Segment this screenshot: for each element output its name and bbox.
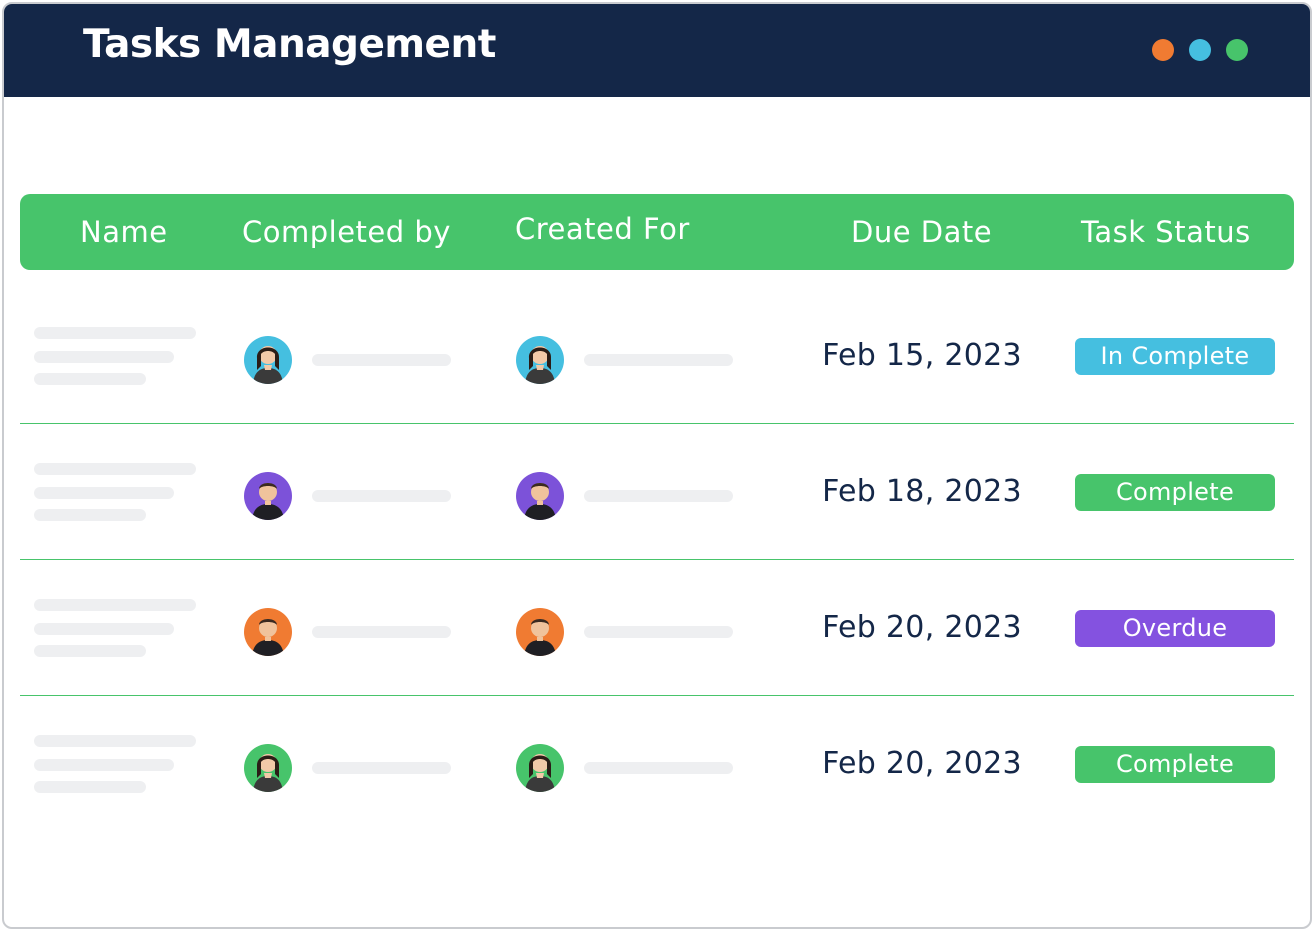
created-for-avatar[interactable] xyxy=(516,472,564,520)
woman-avatar-icon xyxy=(253,346,283,384)
row-divider xyxy=(20,423,1294,424)
created-for-name-placeholder xyxy=(584,490,733,502)
status-badge[interactable]: In Complete xyxy=(1075,338,1275,375)
name-placeholder-line xyxy=(34,781,146,793)
row-divider xyxy=(20,559,1294,560)
title-bar: Tasks Management xyxy=(4,4,1310,97)
table-header: Name Completed by Created For Due Date T… xyxy=(20,194,1294,270)
row-divider xyxy=(20,695,1294,696)
app-title: Tasks Management xyxy=(83,22,496,67)
man-avatar-icon xyxy=(524,483,556,520)
due-date: Feb 18, 2023 xyxy=(822,474,1022,509)
window-dot-orange[interactable] xyxy=(1152,39,1174,61)
created-for-avatar[interactable] xyxy=(516,608,564,656)
name-placeholder-line xyxy=(34,623,174,635)
name-placeholder-line xyxy=(34,351,174,363)
created-for-avatar[interactable] xyxy=(516,336,564,384)
name-placeholder-line xyxy=(34,463,196,475)
woman-avatar-icon xyxy=(253,754,283,792)
completed-by-name-placeholder xyxy=(312,354,451,366)
column-header-name[interactable]: Name xyxy=(80,215,168,249)
table-row[interactable]: Feb 20, 2023 Complete xyxy=(20,696,1294,832)
man-avatar-icon xyxy=(252,619,284,656)
completed-by-name-placeholder xyxy=(312,626,451,638)
name-placeholder-line xyxy=(34,735,196,747)
completed-by-avatar[interactable] xyxy=(244,472,292,520)
name-placeholder-line xyxy=(34,645,146,657)
name-placeholder-line xyxy=(34,327,196,339)
column-header-task-status[interactable]: Task Status xyxy=(1081,215,1251,249)
status-badge[interactable]: Complete xyxy=(1075,474,1275,511)
name-placeholder-line xyxy=(34,599,196,611)
name-placeholder-line xyxy=(34,373,146,385)
due-date: Feb 20, 2023 xyxy=(822,610,1022,645)
man-avatar-icon xyxy=(524,619,556,656)
name-placeholder-line xyxy=(34,509,146,521)
due-date: Feb 20, 2023 xyxy=(822,746,1022,781)
created-for-name-placeholder xyxy=(584,762,733,774)
completed-by-avatar[interactable] xyxy=(244,608,292,656)
column-header-due-date[interactable]: Due Date xyxy=(851,215,993,249)
created-for-name-placeholder xyxy=(584,354,733,366)
name-placeholder-line xyxy=(34,759,174,771)
man-avatar-icon xyxy=(252,483,284,520)
woman-avatar-icon xyxy=(525,346,555,384)
created-for-avatar[interactable] xyxy=(516,744,564,792)
window-dot-blue[interactable] xyxy=(1189,39,1211,61)
completed-by-avatar[interactable] xyxy=(244,336,292,384)
status-badge[interactable]: Complete xyxy=(1075,746,1275,783)
name-placeholder-line xyxy=(34,487,174,499)
due-date: Feb 15, 2023 xyxy=(822,338,1022,373)
completed-by-avatar[interactable] xyxy=(244,744,292,792)
column-header-completed-by[interactable]: Completed by xyxy=(242,215,451,249)
woman-avatar-icon xyxy=(525,754,555,792)
status-badge[interactable]: Overdue xyxy=(1075,610,1275,647)
completed-by-name-placeholder xyxy=(312,490,451,502)
table-row[interactable]: Feb 20, 2023 Overdue xyxy=(20,560,1294,696)
window-dot-green[interactable] xyxy=(1226,39,1248,61)
completed-by-name-placeholder xyxy=(312,762,451,774)
table-row[interactable]: Feb 15, 2023 In Complete xyxy=(20,288,1294,424)
column-header-created-for[interactable]: Created For xyxy=(515,212,690,246)
created-for-name-placeholder xyxy=(584,626,733,638)
table-row[interactable]: Feb 18, 2023 Complete xyxy=(20,424,1294,560)
